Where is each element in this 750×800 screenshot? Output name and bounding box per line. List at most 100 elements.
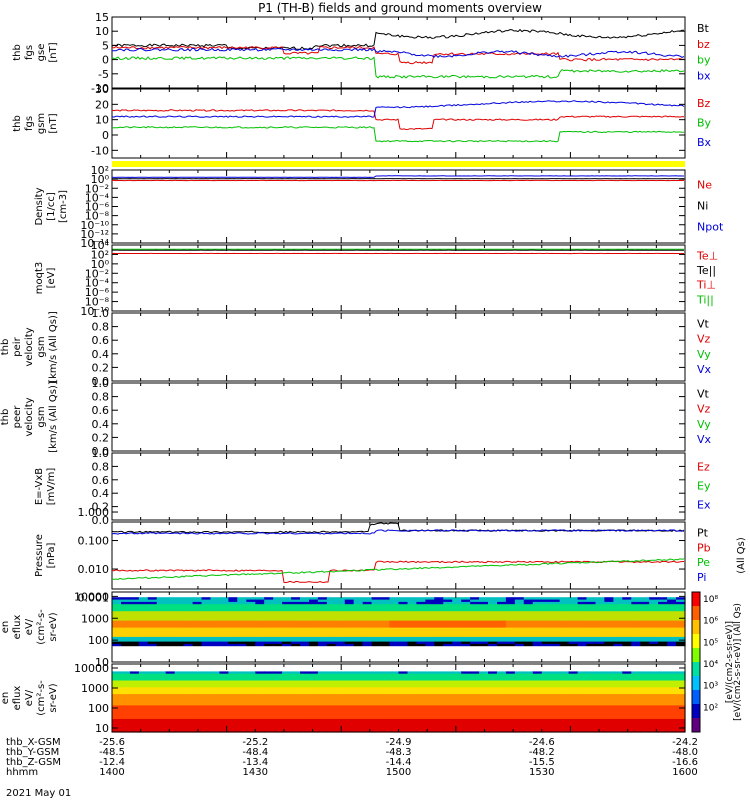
spectrogram-cell [165,693,176,697]
spectrogram-cell [237,688,247,692]
spectrogram-cell [273,624,283,628]
spectrogram-cell [309,698,319,701]
spectrogram-cell [497,592,507,595]
spectrogram-cell [201,707,212,710]
spectrogram-cell [309,638,319,642]
spectrogram-cell [326,700,337,704]
spectrogram-cell [183,693,194,697]
spectrogram-cell [147,664,158,667]
spectrogram-cell [174,691,185,695]
spectrogram-cell [667,613,677,616]
spectrogram-cell [434,693,444,697]
spectrogram-cell [595,695,606,699]
spectrogram-cell [470,722,480,726]
spectrogram-cell [640,645,650,649]
spectrogram-cell [470,693,480,697]
spectrogram-cell [595,617,606,621]
spectrogram-cell [192,599,203,602]
spectrogram-cell [121,693,131,697]
spectrogram-cell [165,700,176,704]
spectrogram-cell [309,695,319,699]
spectrogram-cell [550,615,561,619]
spectrogram-cell [380,720,391,724]
y-axis-label-line: peir [12,336,23,356]
spectrogram-cell [523,722,534,726]
spectrogram-cell [398,603,409,607]
spectrogram-cell [317,603,328,607]
spectrogram-cell [416,594,426,598]
spectrogram-cell [532,620,543,623]
spectrogram-cell [631,617,641,621]
spectrogram-cell [604,707,614,710]
spectrogram-cell [532,634,543,637]
spectrogram-cell [550,711,561,715]
spectrogram-cell [237,617,247,621]
spectrogram-cell [165,599,176,602]
spectrogram-cell [192,664,203,667]
spectrogram-cell [380,698,391,701]
spectrogram-cell [371,596,382,600]
spectrogram-cell [667,682,677,685]
spectrogram-cell [291,716,301,719]
spectrogram-cell [309,617,319,621]
spectrogram-cell [344,686,355,690]
spectrogram-cell [541,610,552,614]
spectrogram-cell [443,652,453,656]
y-tick-label: 10⁻² [85,267,109,280]
spectrogram-cell [532,641,543,644]
spectrogram-cell [291,648,301,651]
spectrogram-cell [317,664,328,667]
spectrogram-cell [559,695,570,699]
spectrogram-cell [622,648,632,651]
spectrogram-cell [147,634,158,637]
spectrogram-cell [121,677,131,681]
spectrogram-cell [344,594,355,598]
spectrogram-cell [300,664,310,667]
spectrogram-cell [237,634,247,637]
spectrogram-cell [622,638,632,642]
spectrogram-cell [309,629,319,633]
spectrogram-cell [228,594,238,598]
spectrogram-cell [676,702,686,706]
spectrogram-cell [479,627,489,630]
orbit-value: 1530 [529,767,554,778]
series-line [111,126,684,143]
spectrogram-cell [219,613,229,616]
spectrogram-cell [201,659,212,663]
spectrogram-cell [183,620,194,623]
y-tick-label: 0.0 [92,514,110,527]
spectrogram-cell [434,677,444,681]
spectrogram-cell [559,610,570,614]
spectrogram-cell [658,711,668,715]
spectrogram-cell [452,682,462,685]
spectrogram-cell [309,624,319,628]
spectrogram-cell [497,596,507,600]
spectrogram-cell [398,615,409,619]
spectrogram-cell [246,700,256,704]
spectrogram-cell [201,634,212,637]
spectrogram-cell [273,631,283,635]
spectrogram-cell [416,675,426,679]
spectrogram-cell [300,617,310,621]
spectrogram-cell [246,713,256,717]
spectrogram-cell [362,610,373,614]
spectrogram-cell [273,695,283,699]
spectrogram-cell [246,718,256,722]
spectrogram-cell [586,659,597,663]
spectrogram-cell [389,622,400,626]
spectrogram-cell [121,702,131,706]
spectrogram-cell [353,677,364,681]
spectrogram-cell [443,650,453,654]
spectrogram-cell [335,659,346,663]
spectrogram-cell [470,601,480,605]
spectrogram-cell [300,608,310,612]
legend-entry: Ni [697,199,708,212]
spectrogram-cell [443,679,453,683]
spectrogram-cell [461,673,471,676]
spectrogram-cell [407,682,418,685]
spectrogram-cell [121,716,131,719]
spectrogram-cell [353,711,364,715]
orbit-value: 1430 [243,767,268,778]
spectrogram-cell [407,617,418,621]
spectrogram-cell [434,659,444,663]
